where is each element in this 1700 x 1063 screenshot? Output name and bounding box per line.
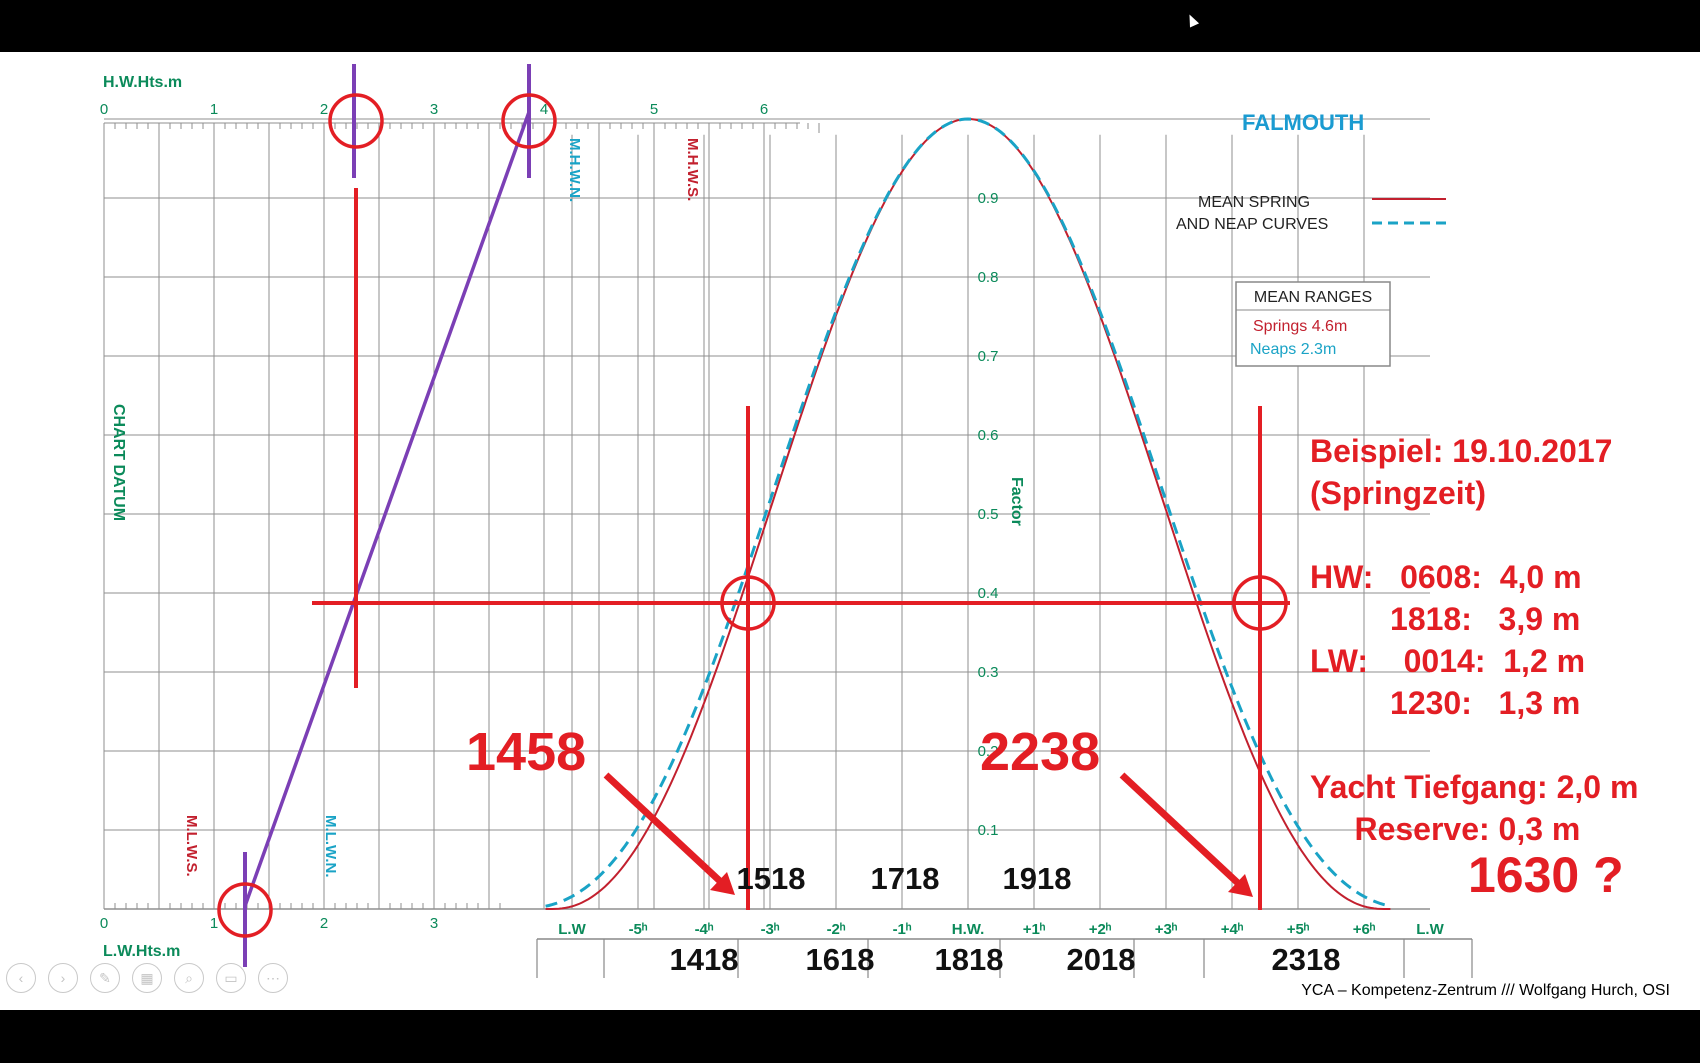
bottom-tick-label: 0 (100, 915, 108, 932)
time-label-lower: 1418 (670, 942, 739, 977)
time-tick-label: +5ʰ (1287, 921, 1310, 938)
intersection-circle (217, 882, 273, 938)
chart-title: FALMOUTH (1242, 110, 1364, 135)
intersection-circle (501, 93, 557, 149)
mean-ranges-title: MEAN RANGES (1254, 289, 1372, 306)
time-tick-label: +4ʰ (1221, 921, 1244, 938)
previous-icon[interactable]: ‹ (6, 963, 36, 993)
legend-line-1: MEAN SPRING (1198, 194, 1310, 211)
arrow-left-head (710, 872, 735, 895)
next-icon[interactable]: › (48, 963, 78, 993)
mouse-cursor-icon (1184, 12, 1200, 28)
top-tick-label: 1 (210, 101, 218, 118)
arrow-left (603, 772, 725, 886)
top-tick-label: 5 (650, 101, 658, 118)
time-tick-label: -5ʰ (629, 921, 648, 938)
intersection-circle (1232, 575, 1288, 631)
neaps-range: Neaps 2.3m (1250, 341, 1336, 358)
mhws-label: M.H.W.S. (684, 138, 701, 201)
neap-curve (545, 117, 1391, 908)
time-tick-label: +2ʰ (1089, 921, 1112, 938)
question-time: 1630 ? (1468, 847, 1624, 903)
tidal-curve-chart: H.W.Hts.m L.W.Hts.m 0 1 2 3 4 5 6 0 1 2 3 0.9 0.8 0.7 0.… (100, 64, 1624, 978)
factor-tick-label: 0.9 (978, 190, 999, 207)
top-tick-label: 6 (760, 101, 768, 118)
mlwn-label: M.L.W.N. (322, 815, 339, 878)
mean-ranges-box (1235, 281, 1391, 367)
factor-tick-label: 0.2 (978, 743, 999, 760)
bottom-axis-title: L.W.Hts.m (103, 943, 180, 960)
bottom-tick-label: 2 (320, 915, 328, 932)
factor-axis-label: Factor (1008, 477, 1025, 526)
time-label-upper: 1918 (1003, 861, 1072, 896)
time-tick-label: L.W (558, 921, 586, 938)
factor-tick-label: 0.5 (978, 506, 999, 523)
time-label-lower: 2018 (1067, 942, 1136, 977)
more-icon[interactable]: ⋯ (258, 963, 288, 993)
top-tick-label: 4 (540, 101, 548, 118)
range-line (243, 111, 531, 907)
time-tick-label: H.W. (952, 921, 985, 938)
factor-tick-label: 0.3 (978, 664, 999, 681)
top-tick-label: 0 (100, 101, 108, 118)
bottom-tick-label: 3 (430, 915, 438, 932)
time-tick-label: -4ʰ (695, 921, 714, 938)
top-tick-label: 3 (430, 101, 438, 118)
factor-tick-label: 0.7 (978, 348, 999, 365)
pen-icon[interactable]: ✎ (90, 963, 120, 993)
presentation-toolbar: ‹ › ✎ ▦ ⌕ ▭ ⋯ (6, 963, 288, 993)
top-axis-title: H.W.Hts.m (103, 74, 182, 91)
chart-datum-label: CHART DATUM (110, 404, 127, 521)
arrow-right (1119, 772, 1243, 888)
example-notes: Beispiel: 19.10.2017 (Springzeit) HW: 06… (1310, 433, 1639, 847)
time-tick-label: -3ʰ (761, 921, 780, 938)
time-label-lower: 2318 (1272, 942, 1341, 977)
intersection-circle (328, 93, 384, 149)
springs-range: Springs 4.6m (1253, 318, 1347, 335)
factor-tick-label: 0.8 (978, 269, 999, 286)
arrow-right-head (1228, 874, 1253, 897)
subtitles-icon[interactable]: ▭ (216, 963, 246, 993)
intersection-circle (720, 575, 776, 631)
time-label-lower: 1618 (806, 942, 875, 977)
legend-line-2: AND NEAP CURVES (1176, 216, 1328, 233)
big-time-left: 1458 (466, 722, 586, 782)
time-label-upper: 1518 (737, 861, 806, 896)
time-label-lower: 1818 (935, 942, 1004, 977)
factor-tick-label: 0.6 (978, 427, 999, 444)
footer-credit: YCA – Kompetenz-Zentrum /// Wolfgang Hur… (1301, 982, 1670, 999)
time-tick-label: L.W (1416, 921, 1444, 938)
presentation-slide: H.W.Hts.m L.W.Hts.m 0 1 2 3 4 5 6 0 1 2 3 0.9 0.8 0.7 0.… (0, 52, 1700, 1010)
factor-tick-label: 0.4 (978, 585, 999, 602)
bottom-tick-label: 1 (210, 915, 218, 932)
zoom-icon[interactable]: ⌕ (174, 963, 204, 993)
top-tick-label: 2 (320, 101, 328, 118)
time-tick-label: +3ʰ (1155, 921, 1178, 938)
big-time-right: 2238 (980, 722, 1100, 782)
factor-tick-label: 0.1 (978, 822, 999, 839)
slides-icon[interactable]: ▦ (132, 963, 162, 993)
mhwn-label: M.H.W.N. (566, 138, 583, 202)
time-tick-label: +6ʰ (1353, 921, 1376, 938)
time-tick-label: +1ʰ (1023, 921, 1046, 938)
mlws-label: M.L.W.S. (183, 815, 200, 877)
time-tick-label: -2ʰ (827, 921, 846, 938)
time-tick-label: -1ʰ (893, 921, 912, 938)
time-label-upper: 1718 (871, 861, 940, 896)
